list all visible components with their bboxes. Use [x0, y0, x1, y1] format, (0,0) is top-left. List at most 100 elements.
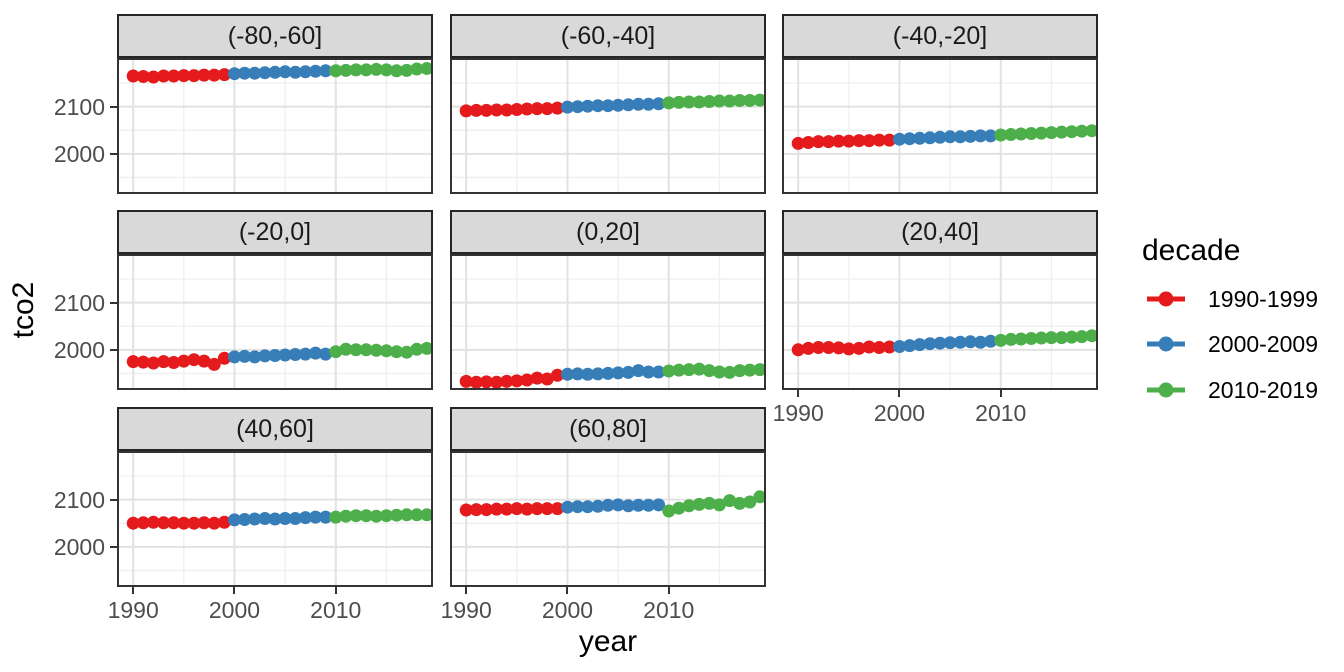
data-point: [288, 65, 302, 79]
data-point: [520, 502, 534, 516]
facet-panel: [782, 58, 1098, 194]
y-tick-label: 2100: [53, 289, 105, 316]
x-tick-mark: [898, 390, 901, 397]
data-point: [682, 499, 696, 513]
data-point: [550, 101, 564, 115]
data-point: [420, 341, 431, 355]
data-point: [217, 351, 231, 365]
facet-strip: (20,40]: [782, 210, 1098, 254]
data-point: [1055, 125, 1069, 139]
data-point: [571, 500, 585, 514]
data-point: [953, 130, 967, 144]
data-point: [642, 365, 655, 379]
data-point: [642, 97, 655, 111]
legend-entry-label: 1990-1999: [1208, 285, 1318, 312]
data-point: [248, 350, 262, 364]
data-point: [943, 130, 957, 144]
facet-strip-label: (40,60]: [236, 414, 314, 443]
data-point: [469, 375, 483, 388]
data-point: [733, 94, 747, 107]
data-point: [662, 364, 676, 378]
facet-strip-label: (-20,0]: [238, 217, 312, 246]
data-point: [1044, 126, 1058, 140]
data-point: [832, 341, 846, 355]
facet-strip: (60,80]: [450, 407, 766, 451]
data-point: [309, 346, 322, 360]
x-tick-mark: [999, 390, 1002, 397]
data-point: [187, 516, 201, 530]
data-point: [379, 344, 393, 358]
data-point: [1065, 125, 1079, 139]
data-point: [339, 342, 353, 356]
data-point: [187, 353, 201, 367]
facet-2: (-40,-20]: [782, 14, 1098, 194]
data-point: [510, 374, 524, 388]
data-point: [459, 374, 473, 388]
data-point: [530, 371, 544, 385]
data-point: [157, 69, 171, 83]
x-tick-label: 2010: [975, 400, 1027, 426]
data-point: [369, 343, 383, 357]
legend-title: decade: [1142, 234, 1241, 267]
data-point: [540, 102, 554, 116]
y-tick-mark: [110, 545, 117, 548]
data-point: [581, 99, 595, 113]
data-point: [1055, 331, 1069, 345]
facet-panel: [782, 254, 1098, 390]
data-point: [167, 356, 181, 369]
data-point: [631, 498, 645, 512]
data-point: [479, 375, 493, 388]
data-point: [268, 349, 282, 362]
data-point: [550, 502, 564, 516]
data-point: [733, 496, 747, 510]
facet-7: (60,80]: [450, 407, 766, 587]
facet-strip: (-60,-40]: [450, 14, 766, 58]
facet-strip-label: (60,80]: [569, 414, 647, 443]
data-point: [712, 94, 726, 108]
facet-panel-canvas: [119, 60, 431, 192]
data-point: [268, 512, 282, 526]
data-point: [136, 516, 150, 530]
data-point: [146, 356, 160, 370]
x-axis-title: year: [578, 625, 638, 658]
y-tick-label: 2000: [53, 336, 105, 363]
data-point: [309, 510, 322, 524]
data-point: [469, 503, 483, 517]
data-point: [298, 65, 312, 79]
data-point: [743, 94, 757, 107]
x-tick-mark: [797, 390, 800, 397]
y-axis-title: tco2: [7, 281, 40, 339]
data-point: [811, 135, 825, 149]
y-tick-mark: [110, 152, 117, 155]
data-point: [309, 64, 322, 78]
facet-strip: (-20,0]: [117, 210, 433, 254]
data-point: [842, 342, 856, 356]
y-tick-mark: [110, 498, 117, 501]
x-tick-label: 2000: [873, 400, 926, 426]
data-point: [459, 503, 473, 517]
facet-panel: [450, 58, 766, 194]
data-point: [238, 66, 252, 80]
data-point: [862, 340, 876, 354]
data-point: [420, 508, 431, 522]
facet-0: (-80,-60]: [117, 14, 433, 194]
data-point: [530, 502, 544, 516]
data-point: [753, 363, 764, 377]
data-point: [963, 335, 977, 349]
facet-panel-canvas: [119, 256, 431, 388]
facet-panel-canvas: [119, 453, 431, 585]
facet-strip: (-80,-60]: [117, 14, 433, 58]
data-point: [743, 363, 757, 377]
data-point: [319, 64, 333, 78]
data-point: [561, 367, 574, 381]
x-tick-label: 1990: [772, 400, 824, 426]
data-point: [963, 129, 977, 143]
data-point: [611, 366, 625, 380]
data-point: [540, 372, 554, 386]
data-point: [197, 516, 211, 530]
data-point: [319, 510, 333, 524]
data-point: [550, 368, 564, 382]
data-point: [479, 103, 493, 117]
legend-key-line-point-icon: [1147, 291, 1185, 307]
